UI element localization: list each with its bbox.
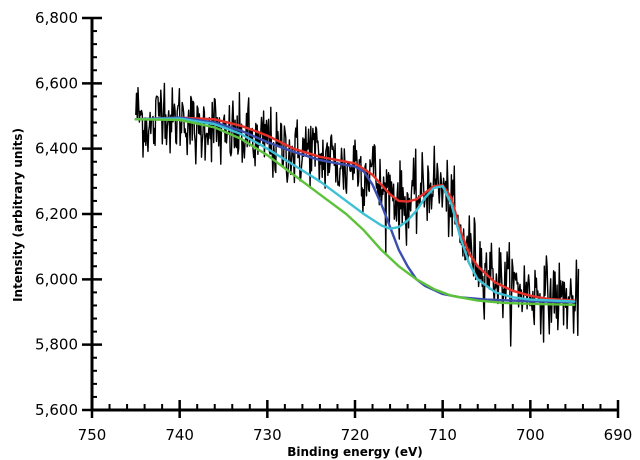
x-tick-label: 750 [78, 426, 107, 444]
x-tick-label: 700 [516, 426, 545, 444]
y-tick-label: 6,800 [35, 9, 78, 27]
y-tick-label: 6,600 [35, 74, 78, 92]
y-tick-label: 6,000 [35, 270, 78, 288]
y-tick-label: 6,400 [35, 140, 78, 158]
x-tick-label: 740 [165, 426, 194, 444]
axes: 5,600 5,800 6,000 6,200 6,400 6,600 6,800 750 74… [35, 9, 632, 444]
x-axis-title: Binding energy (eV) [287, 445, 423, 459]
y-tick-label: 5,600 [35, 401, 78, 419]
y-tick-label: 6,200 [35, 205, 78, 223]
y-axis-title: Intensity (arbitrary units) [11, 128, 25, 302]
y-tick-label: 5,800 [35, 336, 78, 354]
x-tick-label: 690 [604, 426, 633, 444]
series-layer [136, 83, 579, 346]
x-tick-label: 710 [428, 426, 457, 444]
x-tick-label: 720 [341, 426, 370, 444]
x-tick-label: 730 [253, 426, 282, 444]
